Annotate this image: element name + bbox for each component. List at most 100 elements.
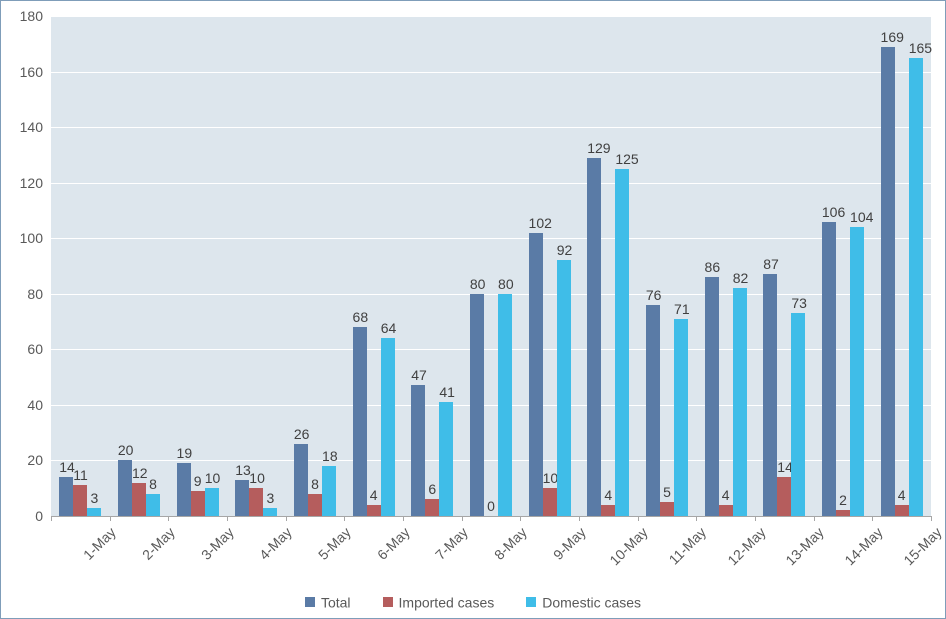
bar: 10 [205, 488, 219, 516]
bar-value-label: 19 [177, 445, 191, 461]
bar-value-label: 18 [322, 448, 336, 464]
bar: 20 [118, 460, 132, 516]
bar-value-label: 169 [881, 29, 895, 45]
x-tick-label: 1-May [80, 524, 119, 563]
bar: 104 [850, 227, 864, 516]
plot-area: 1411320128199101310326818684644764180080… [51, 16, 931, 517]
bar: 14 [777, 477, 791, 516]
bar: 13 [235, 480, 249, 516]
bar: 3 [263, 508, 277, 516]
x-tick-label: 8-May [491, 524, 530, 563]
x-tick-label: 15-May [900, 524, 944, 568]
bar: 18 [322, 466, 336, 516]
x-tick-label: 7-May [432, 524, 471, 563]
x-tick-label: 5-May [315, 524, 354, 563]
y-tick-label: 0 [3, 508, 43, 524]
bar-value-label: 6 [425, 481, 439, 497]
bar-value-label: 102 [529, 215, 543, 231]
bars-layer: 1411320128199101310326818684644764180080… [51, 16, 931, 516]
bar-value-label: 4 [895, 487, 909, 503]
bar-value-label: 82 [733, 270, 747, 286]
bar-value-label: 4 [719, 487, 733, 503]
bar-value-label: 80 [498, 276, 512, 292]
bar: 10 [249, 488, 263, 516]
legend-label: Imported cases [399, 594, 495, 610]
bar: 76 [646, 305, 660, 516]
legend-swatch [383, 597, 393, 607]
bar-value-label: 125 [615, 151, 629, 167]
y-tick-label: 60 [3, 341, 43, 357]
bar-value-label: 8 [308, 476, 322, 492]
bar-value-label: 3 [87, 490, 101, 506]
bar-value-label: 5 [660, 484, 674, 500]
bar: 6 [425, 499, 439, 516]
x-tick-mark [814, 516, 815, 521]
bar: 82 [733, 288, 747, 516]
bar-value-label: 0 [484, 498, 498, 514]
bar: 80 [498, 294, 512, 516]
bar: 12 [132, 483, 146, 516]
bar: 92 [557, 260, 571, 516]
y-tick-label: 160 [3, 64, 43, 80]
bar: 4 [895, 505, 909, 516]
bar: 8 [308, 494, 322, 516]
x-tick-mark [872, 516, 873, 521]
bar-value-label: 106 [822, 204, 836, 220]
bar-value-label: 87 [763, 256, 777, 272]
bar: 41 [439, 402, 453, 516]
legend-item: Total [305, 593, 351, 610]
x-tick-mark [696, 516, 697, 521]
y-tick-label: 140 [3, 119, 43, 135]
legend-swatch [526, 597, 536, 607]
bar: 169 [881, 47, 895, 516]
bar-value-label: 11 [73, 467, 87, 483]
bar-value-label: 129 [587, 140, 601, 156]
bar: 64 [381, 338, 395, 516]
bar-value-label: 2 [836, 492, 850, 508]
x-tick-mark [931, 516, 932, 521]
bar: 129 [587, 158, 601, 516]
bar-value-label: 10 [205, 470, 219, 486]
x-tick-label: 6-May [374, 524, 413, 563]
bar: 47 [411, 385, 425, 516]
bar: 2 [836, 510, 850, 516]
legend-label: Total [321, 594, 351, 610]
bar: 106 [822, 222, 836, 516]
bar: 68 [353, 327, 367, 516]
bar-value-label: 13 [235, 462, 249, 478]
y-tick-label: 80 [3, 286, 43, 302]
bar-value-label: 64 [381, 320, 395, 336]
x-tick-label: 10-May [607, 524, 651, 568]
x-tick-label: 14-May [841, 524, 885, 568]
bar: 11 [73, 485, 87, 516]
bar-value-label: 41 [439, 384, 453, 400]
x-tick-mark [638, 516, 639, 521]
bar: 165 [909, 58, 923, 516]
x-tick-label: 11-May [666, 524, 710, 568]
bar-value-label: 4 [367, 487, 381, 503]
bar-value-label: 14 [777, 459, 791, 475]
y-tick-label: 100 [3, 230, 43, 246]
bar: 4 [719, 505, 733, 516]
bar: 4 [367, 505, 381, 516]
bar: 10 [543, 488, 557, 516]
bar-value-label: 80 [470, 276, 484, 292]
bar-value-label: 3 [263, 490, 277, 506]
bar-value-label: 165 [909, 40, 923, 56]
bar: 86 [705, 277, 719, 516]
bar: 26 [294, 444, 308, 516]
bar-value-label: 26 [294, 426, 308, 442]
bar-value-label: 8 [146, 476, 160, 492]
bar-value-label: 92 [557, 242, 571, 258]
bar: 19 [177, 463, 191, 516]
legend-item: Imported cases [383, 593, 495, 610]
bar: 71 [674, 319, 688, 516]
legend-label: Domestic cases [542, 594, 641, 610]
x-tick-label: 9-May [550, 524, 589, 563]
x-tick-mark [110, 516, 111, 521]
bar: 3 [87, 508, 101, 516]
bar-value-label: 86 [705, 259, 719, 275]
bar-value-label: 10 [543, 470, 557, 486]
x-tick-mark [579, 516, 580, 521]
chart-container: 1411320128199101310326818684644764180080… [0, 0, 946, 619]
